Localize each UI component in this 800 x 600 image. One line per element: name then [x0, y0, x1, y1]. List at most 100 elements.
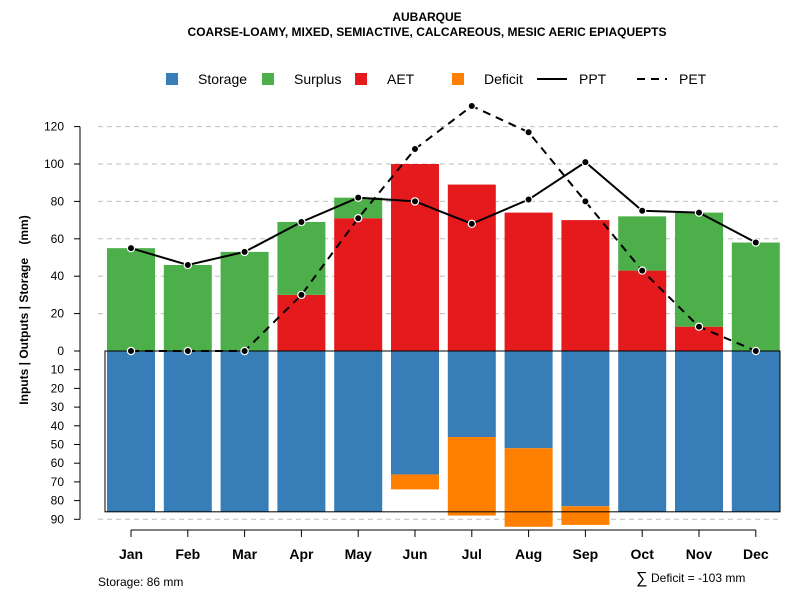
- x-tick-label-jun: Jun: [403, 546, 428, 562]
- legend-label: AET: [387, 71, 415, 87]
- bar-deficit-jul: [447, 437, 496, 516]
- bar-aet-oct: [618, 270, 667, 351]
- line-pet: [131, 104, 757, 352]
- y-tick-label: 10: [51, 363, 65, 377]
- point-ppt-jun: [410, 197, 420, 206]
- point-pet-may: [354, 214, 363, 223]
- bar-surplus-jan: [107, 248, 155, 351]
- point-ppt-mar: [240, 247, 249, 257]
- x-tick-label-aug: Aug: [515, 546, 542, 562]
- point-pet-sep: [581, 197, 590, 206]
- y-tick-label: 60: [51, 456, 65, 470]
- legend-label: Deficit: [484, 71, 523, 87]
- legend-swatch: [452, 73, 464, 85]
- bar-aet-jun: [391, 164, 439, 351]
- point-ppt-dec: [751, 238, 761, 247]
- legend-swatch: [262, 73, 274, 85]
- storage-annotation: Storage: 86 mm: [98, 575, 183, 589]
- bar-storage-jun: [391, 351, 439, 475]
- y-tick-label: 40: [51, 269, 65, 283]
- bar-deficit-jun: [391, 474, 439, 490]
- point-ppt-oct: [638, 206, 647, 215]
- bars: [107, 164, 780, 527]
- legend-item-aet: AET: [355, 71, 415, 87]
- point-ppt-jul: [467, 219, 476, 229]
- legend-item-storage: Storage: [166, 71, 247, 87]
- point-ppt-feb: [183, 260, 192, 270]
- bar-storage-feb: [163, 351, 212, 512]
- bar-surplus-nov: [675, 212, 723, 327]
- y-tick-label: 20: [51, 381, 65, 395]
- bar-surplus-oct: [618, 216, 667, 271]
- x-tick-label-jul: Jul: [462, 546, 482, 562]
- bar-surplus-feb: [163, 264, 212, 351]
- y-tick-label: 30: [51, 400, 65, 414]
- y-tick-label: 0: [57, 344, 64, 358]
- x-tick-label-may: May: [345, 546, 372, 562]
- x-tick-label-sep: Sep: [573, 546, 599, 562]
- bar-aet-sep: [561, 220, 610, 351]
- bar-storage-jul: [447, 351, 496, 438]
- bar-storage-dec: [731, 351, 780, 512]
- legend-item-pet: PET: [637, 71, 707, 87]
- legend-item-ppt: PPT: [537, 71, 607, 87]
- y-tick-label: 60: [51, 232, 65, 246]
- point-ppt-may: [354, 193, 363, 202]
- point-pet-dec: [751, 346, 761, 356]
- point-pet-jul: [467, 101, 476, 111]
- series-lines: [126, 101, 761, 356]
- bar-surplus-apr: [277, 221, 326, 295]
- x-tick-label-oct: Oct: [631, 546, 655, 562]
- point-pet-jun: [410, 144, 420, 154]
- bar-storage-apr: [277, 351, 326, 512]
- y-tick-label: 80: [51, 494, 65, 508]
- point-ppt-nov: [694, 208, 704, 217]
- bar-storage-nov: [675, 351, 723, 512]
- point-ppt-aug: [524, 195, 533, 204]
- point-pet-apr: [297, 290, 306, 300]
- x-tick-label-apr: Apr: [289, 546, 314, 562]
- y-tick-label: 50: [51, 438, 65, 452]
- legend-item-surplus: Surplus: [262, 71, 341, 87]
- bar-storage-jan: [107, 351, 155, 512]
- point-pet-mar: [240, 346, 249, 356]
- point-ppt-sep: [581, 157, 590, 167]
- bar-storage-aug: [504, 351, 553, 449]
- y-tick-label: 100: [44, 157, 64, 171]
- point-pet-aug: [524, 128, 533, 137]
- point-ppt-jan: [126, 243, 136, 253]
- point-pet-feb: [183, 346, 192, 356]
- bar-aet-jul: [447, 184, 496, 351]
- legend: Storage Surplus AET Deficit PPT PET: [166, 71, 707, 87]
- y-tick-label: 70: [51, 475, 65, 489]
- point-ppt-apr: [297, 217, 306, 227]
- point-pet-nov: [694, 322, 704, 331]
- x-tick-label-nov: Nov: [686, 546, 713, 562]
- y-axis-label: Inputs | Outputs | Storage (mm): [17, 215, 31, 404]
- bar-surplus-dec: [731, 242, 780, 351]
- legend-label: Storage: [198, 71, 247, 87]
- legend-swatch: [166, 73, 178, 85]
- y-tick-label: 40: [51, 419, 65, 433]
- bar-aet-apr: [277, 294, 326, 351]
- bar-surplus-mar: [220, 251, 269, 351]
- x-tick-label-dec: Dec: [743, 546, 769, 562]
- storage-frame: [104, 350, 781, 513]
- bar-aet-may: [334, 218, 383, 351]
- legend-label: Surplus: [294, 71, 341, 87]
- bar-storage-sep: [561, 351, 610, 507]
- point-pet-jan: [126, 346, 136, 356]
- legend-label: PET: [679, 71, 707, 87]
- y-tick-label: 20: [51, 307, 65, 321]
- bar-deficit-sep: [561, 506, 610, 525]
- bar-storage-may: [334, 351, 383, 512]
- legend-label: PPT: [579, 71, 607, 87]
- chart-subtitle: COARSE-LOAMY, MIXED, SEMIACTIVE, CALCARE…: [188, 25, 667, 39]
- line-ppt: [130, 160, 757, 267]
- storage-capacity-box: [104, 350, 781, 513]
- legend-item-deficit: Deficit: [452, 71, 523, 87]
- bar-aet-aug: [504, 212, 553, 351]
- deficit-annotation: Deficit = -103 mm: [651, 571, 745, 585]
- point-pet-oct: [638, 266, 647, 275]
